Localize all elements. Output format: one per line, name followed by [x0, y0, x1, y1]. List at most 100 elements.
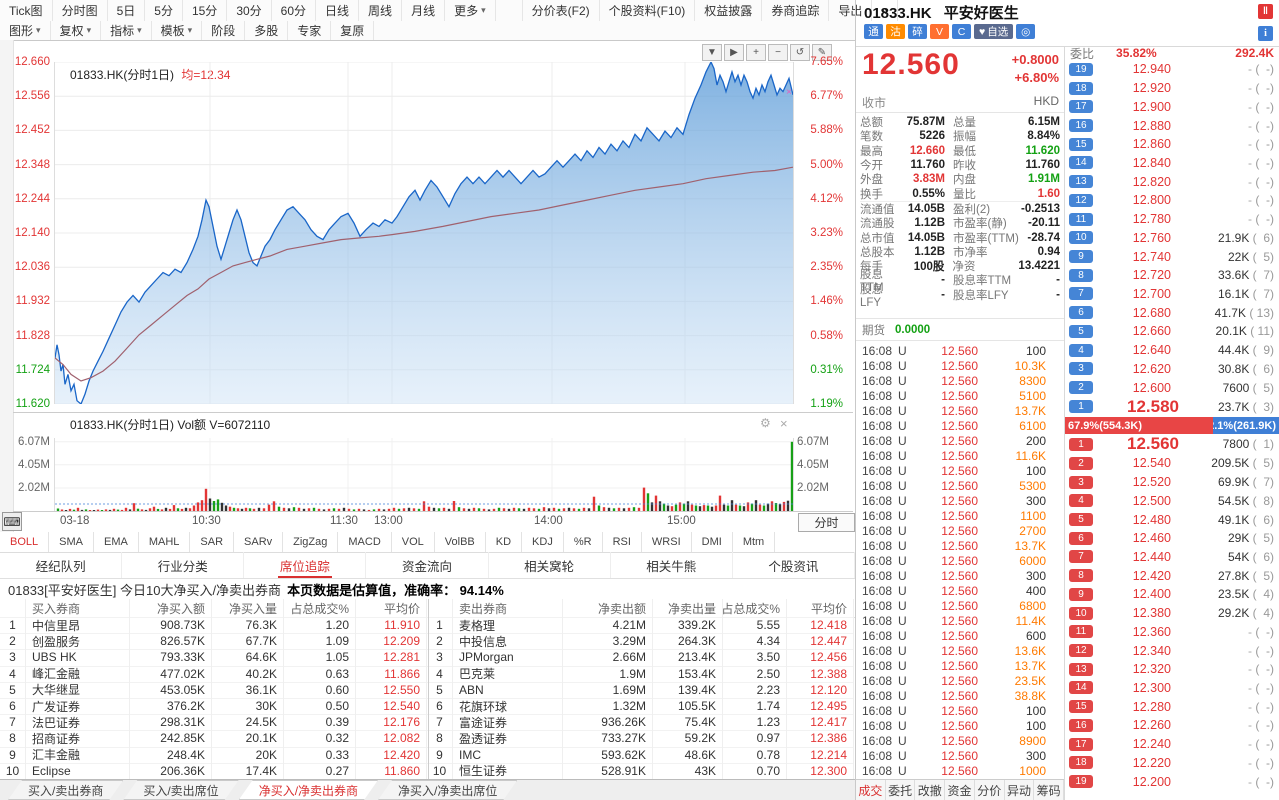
chat-icon[interactable]: ◎ — [1016, 24, 1036, 39]
orderbook-ask-row[interactable]: 17 12.900 - ( -) — [1065, 97, 1279, 116]
toolbar-item-0[interactable]: Tick图 — [0, 0, 53, 21]
toolbar-item-6[interactable]: 60分 — [272, 0, 317, 21]
toolbar-right-item-1[interactable]: 个股资料(F10) — [600, 0, 696, 21]
toolbar2-item-2[interactable]: 指标 ▾ — [101, 21, 152, 40]
ticker-tab-异动[interactable]: 异动 — [1005, 780, 1035, 800]
section-tab-个股资讯[interactable]: 个股资讯 — [733, 552, 855, 578]
orderbook-ask-row[interactable]: 2 12.600 7600 ( 5) — [1065, 378, 1279, 397]
orderbook-bid-row[interactable]: 4 12.500 54.5K ( 8) — [1065, 491, 1279, 510]
watchlist-button[interactable]: ♥ 自选 — [974, 24, 1014, 39]
indicator-%R[interactable]: %R — [564, 532, 603, 552]
toolbar-item-7[interactable]: 日线 — [316, 0, 360, 21]
ticker-tab-成交[interactable]: 成交 — [856, 780, 886, 800]
sell-row-4[interactable]: 4 巴克莱 1.9M 153.4K 2.50 12.388 — [427, 665, 854, 683]
indicator-ZigZag[interactable]: ZigZag — [283, 532, 339, 552]
indicator-MACD[interactable]: MACD — [338, 532, 392, 552]
buy-row-7[interactable]: 7 法巴证券 298.31K 24.5K 0.39 12.176 — [0, 714, 427, 732]
sell-row-2[interactable]: 2 中投信息 3.29M 264.3K 4.34 12.447 — [427, 633, 854, 651]
buy-row-3[interactable]: 3 UBS HK 793.33K 64.6K 1.05 12.281 — [0, 649, 427, 667]
orderbook-ask-row[interactable]: 3 12.620 30.8K ( 6) — [1065, 360, 1279, 379]
left-scrollbar[interactable] — [0, 40, 14, 532]
section-tab-行业分类[interactable]: 行业分类 — [122, 552, 245, 578]
toolbar-item-10[interactable]: 更多 ▾ — [445, 0, 496, 21]
orderbook-bid-row[interactable]: 11 12.360 - ( -) — [1065, 622, 1279, 641]
indicator-SAR[interactable]: SAR — [190, 532, 235, 552]
indicator-KD[interactable]: KD — [486, 532, 523, 552]
orderbook-bid-row[interactable]: 14 12.300 - ( -) — [1065, 679, 1279, 698]
sell-row-9[interactable]: 9 IMC 593.62K 48.6K 0.78 12.214 — [427, 746, 854, 764]
orderbook-bid-row[interactable]: 16 12.260 - ( -) — [1065, 716, 1279, 735]
orderbook-ask-row[interactable]: 18 12.920 - ( -) — [1065, 79, 1279, 98]
ticker-tab-委托[interactable]: 委托 — [886, 780, 916, 800]
chart-tool-2-icon[interactable]: + — [746, 44, 766, 61]
orderbook-bid-row[interactable]: 17 12.240 - ( -) — [1065, 735, 1279, 754]
orderbook-ask-row[interactable]: 15 12.860 - ( -) — [1065, 135, 1279, 154]
bottom-tab-买入/卖出券商[interactable]: 买入/卖出券商 — [8, 780, 123, 800]
indicator-SMA[interactable]: SMA — [49, 532, 94, 552]
toolbar-item-9[interactable]: 月线 — [402, 0, 446, 21]
indicator-Mtm[interactable]: Mtm — [733, 532, 776, 552]
indicator-DMI[interactable]: DMI — [692, 532, 733, 552]
orderbook-ask-row[interactable]: 12 12.800 - ( -) — [1065, 191, 1279, 210]
toolbar2-item-7[interactable]: 复原 — [331, 21, 375, 40]
sell-row-6[interactable]: 6 花旗环球 1.32M 105.5K 1.74 12.495 — [427, 697, 854, 716]
orderbook-ask-row[interactable]: 4 12.640 44.4K ( 9) — [1065, 341, 1279, 360]
buy-row-8[interactable]: 8 招商证券 242.85K 20.1K 0.32 12.082 — [0, 730, 427, 748]
price-chart[interactable] — [55, 62, 793, 404]
orderbook-bid-row[interactable]: 2 12.540 209.5K ( 5) — [1065, 454, 1279, 473]
buy-row-4[interactable]: 4 峰汇金融 477.02K 40.2K 0.63 11.866 — [0, 665, 427, 683]
orderbook-bid-row[interactable]: 15 12.280 - ( -) — [1065, 697, 1279, 716]
buy-row-1[interactable]: 1 中信里昂 908.73K 76.3K 1.20 11.910 — [0, 617, 427, 635]
keyboard-icon[interactable]: ⌨ — [2, 512, 22, 531]
stock-badge-沽[interactable]: 沽 — [886, 24, 905, 39]
orderbook-ask-row[interactable]: 13 12.820 - ( -) — [1065, 172, 1279, 191]
timeframe-button[interactable]: 分时 — [798, 513, 855, 532]
toolbar-item-5[interactable]: 30分 — [227, 0, 272, 21]
orderbook-bid-row[interactable]: 12 12.340 - ( -) — [1065, 641, 1279, 660]
chart-tool-0-icon[interactable]: ▼ — [702, 44, 722, 61]
buy-row-9[interactable]: 9 汇丰金融 248.4K 20K 0.33 12.420 — [0, 746, 427, 764]
orderbook-bid-row[interactable]: 6 12.460 29K ( 5) — [1065, 529, 1279, 548]
volume-close-icon[interactable]: × — [780, 416, 788, 431]
toolbar-item-1[interactable]: 分时图 — [53, 0, 108, 21]
toolbar-right-item-3[interactable]: 券商追踪 — [762, 0, 830, 21]
pause-icon[interactable]: ‖ — [1258, 4, 1273, 19]
indicator-MAHL[interactable]: MAHL — [139, 532, 191, 552]
section-tab-经纪队列[interactable]: 经纪队列 — [0, 552, 123, 578]
volume-chart[interactable] — [55, 438, 793, 511]
toolbar-right-item-2[interactable]: 权益披露 — [695, 0, 763, 21]
info-icon[interactable]: i — [1258, 26, 1273, 41]
stock-badge-C[interactable]: C — [952, 24, 971, 39]
orderbook-bid-row[interactable]: 8 12.420 27.8K ( 5) — [1065, 566, 1279, 585]
toolbar2-item-0[interactable]: 图形 ▾ — [0, 21, 51, 40]
toolbar2-item-1[interactable]: 复权 ▾ — [51, 21, 102, 40]
orderbook-ask-row[interactable]: 6 12.680 41.7K ( 13) — [1065, 303, 1279, 322]
sell-row-3[interactable]: 3 JPMorgan 2.66M 213.4K 3.50 12.456 — [427, 649, 854, 667]
toolbar2-item-6[interactable]: 专家 — [288, 21, 332, 40]
scale-marker-x[interactable]: × — [786, 87, 792, 98]
stock-badge-碎[interactable]: 碎 — [908, 24, 927, 39]
buy-row-6[interactable]: 6 广发证券 376.2K 30K 0.50 12.540 — [0, 697, 427, 716]
toolbar-item-8[interactable]: 周线 — [359, 0, 403, 21]
indicator-KDJ[interactable]: KDJ — [522, 532, 564, 552]
indicator-SARv[interactable]: SARv — [234, 532, 284, 552]
toolbar-right-item-0[interactable]: 分价表(F2) — [521, 0, 600, 21]
chart-tool-1-icon[interactable]: ▶ — [724, 44, 744, 61]
orderbook-bid-row[interactable]: 19 12.200 - ( -) — [1065, 772, 1279, 791]
orderbook-ask-row[interactable]: 5 12.660 20.1K ( 11) — [1065, 322, 1279, 341]
orderbook-ask-row[interactable]: 7 12.700 16.1K ( 7) — [1065, 285, 1279, 304]
bottom-tab-净买入/净卖出券商[interactable]: 净买入/净卖出券商 — [239, 780, 378, 800]
toolbar-item-3[interactable]: 5分 — [145, 0, 183, 21]
orderbook-ask-row[interactable]: 9 12.740 22K ( 5) — [1065, 247, 1279, 266]
toolbar2-item-4[interactable]: 阶段 — [202, 21, 246, 40]
volume-settings-icon[interactable]: ⚙ — [760, 416, 771, 430]
orderbook-bid-row[interactable]: 7 12.440 54K ( 6) — [1065, 548, 1279, 567]
chart-tool-4-icon[interactable]: ↺ — [790, 44, 810, 61]
toolbar2-item-3[interactable]: 模板 ▾ — [152, 21, 203, 40]
section-tab-相关牛熊[interactable]: 相关牛熊 — [611, 552, 733, 578]
ticker-tab-分价[interactable]: 分价 — [975, 780, 1005, 800]
section-tab-席位追踪[interactable]: 席位追踪 — [244, 552, 367, 578]
toolbar-right-item-4[interactable]: 导出 — [829, 0, 873, 21]
sell-row-5[interactable]: 5 ABN 1.69M 139.4K 2.23 12.120 — [427, 681, 854, 699]
toolbar-item-4[interactable]: 15分 — [183, 0, 228, 21]
